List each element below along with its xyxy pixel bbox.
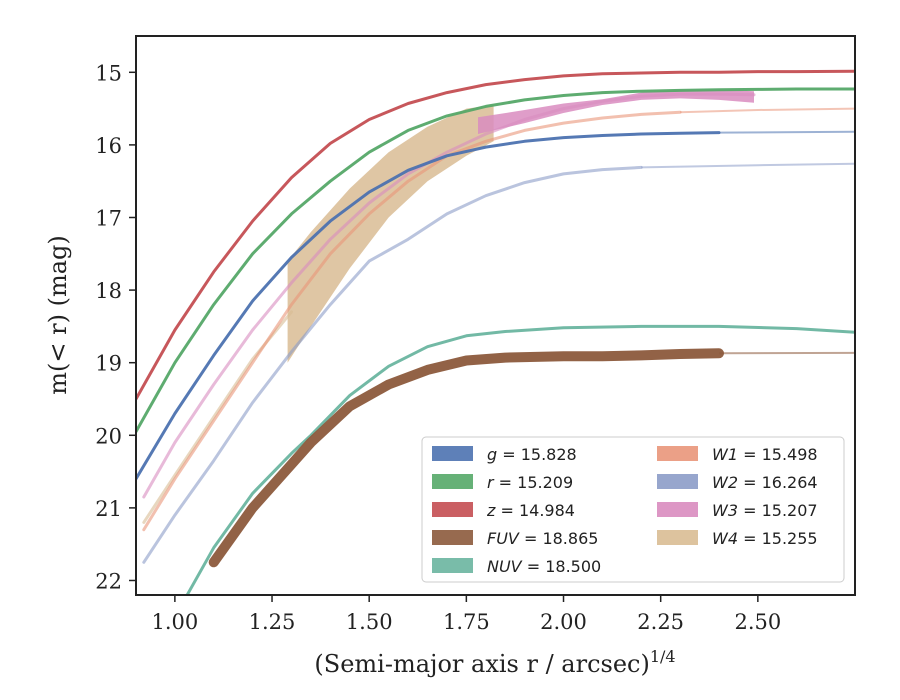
legend-name-FUV: FUV bbox=[487, 529, 520, 548]
y-tick-label: 17 bbox=[95, 206, 122, 230]
series-W4-band bbox=[287, 105, 494, 363]
legend-value-W2: 16.264 bbox=[762, 473, 818, 492]
series-W2 bbox=[142, 162, 855, 564]
x-tick-label: 2.25 bbox=[637, 610, 684, 634]
legend-equals: = bbox=[738, 445, 762, 464]
legend-swatch-g bbox=[432, 446, 473, 461]
legend-swatch-NUV bbox=[432, 558, 473, 573]
legend-swatch-W2 bbox=[657, 474, 698, 489]
legend-name-z: z bbox=[486, 501, 496, 520]
y-tick-label: 20 bbox=[95, 424, 122, 448]
legend-label-g: g = 15.828 bbox=[487, 445, 577, 464]
series-NUV bbox=[185, 324, 855, 595]
legend-value-NUV: 18.500 bbox=[545, 557, 601, 576]
legend-label-r: r = 15.209 bbox=[487, 473, 573, 492]
x-tick-label: 2.50 bbox=[734, 610, 781, 634]
x-tick-label: 1.00 bbox=[151, 610, 198, 634]
legend-value-FUV: 18.865 bbox=[542, 529, 598, 548]
y-tick-label: 21 bbox=[95, 497, 122, 521]
series-W3 bbox=[142, 89, 756, 499]
series-W2-extension bbox=[641, 162, 855, 169]
legend-equals: = bbox=[738, 529, 762, 548]
legend-value-W1: 15.498 bbox=[762, 445, 818, 464]
legend-name-W2: W2 bbox=[712, 473, 738, 492]
x-tick-label: 1.50 bbox=[346, 610, 393, 634]
series-W3-line bbox=[142, 92, 756, 499]
series-W1 bbox=[142, 107, 855, 532]
legend-label-z: z = 14.984 bbox=[486, 501, 575, 520]
legend-swatch-W1 bbox=[657, 446, 698, 461]
x-axis-title-sup: 1/4 bbox=[650, 647, 676, 666]
x-axis-title: (Semi-major axis r / arcsec)1/4 bbox=[314, 647, 675, 678]
y-tick-label: 16 bbox=[95, 134, 122, 158]
legend-equals: = bbox=[522, 557, 546, 576]
y-tick-label: 19 bbox=[95, 352, 122, 376]
legend-label-FUV: FUV = 18.865 bbox=[487, 529, 598, 548]
y-tick-label: 18 bbox=[95, 279, 122, 303]
legend-value-W3: 15.207 bbox=[762, 501, 818, 520]
x-axis: 1.00 1.25 1.50 1.75 2.00 2.25 2.50 bbox=[151, 595, 781, 634]
legend-label-W2: W2 = 16.264 bbox=[712, 473, 818, 492]
series-W1-extension bbox=[680, 107, 855, 114]
legend-value-g: 15.828 bbox=[521, 445, 577, 464]
series-FUV-line bbox=[208, 348, 724, 568]
legend-value-r: 15.209 bbox=[517, 473, 573, 492]
legend-value-W4: 15.255 bbox=[762, 529, 818, 548]
series-layer bbox=[136, 69, 855, 595]
legend-name-W3: W3 bbox=[712, 501, 738, 520]
legend-box bbox=[421, 436, 845, 583]
series-FUV bbox=[208, 348, 855, 568]
legend-label-W1: W1 = 15.498 bbox=[712, 445, 818, 464]
series-NUV-line bbox=[185, 324, 855, 595]
y-tick-label: 22 bbox=[95, 569, 122, 593]
plot-frame bbox=[135, 35, 856, 596]
legend-swatch-W3 bbox=[657, 502, 698, 517]
series-g bbox=[136, 130, 855, 481]
series-z-line bbox=[136, 69, 855, 401]
y-axis: 15 16 17 18 19 20 21 22 bbox=[95, 61, 136, 593]
legend-swatch-r bbox=[432, 474, 473, 489]
legend-equals: = bbox=[497, 445, 521, 464]
legend-swatch-W4 bbox=[657, 530, 698, 545]
series-W1-line bbox=[142, 110, 682, 532]
x-tick-label: 1.75 bbox=[443, 610, 490, 634]
legend-value-z: 14.984 bbox=[519, 501, 575, 520]
y-axis-title: m(< r) (mag) bbox=[44, 235, 72, 394]
series-r bbox=[136, 87, 855, 434]
legend-equals: = bbox=[738, 501, 762, 520]
series-g-line bbox=[136, 131, 721, 481]
series-z bbox=[136, 69, 855, 401]
legend-label-W4: W4 = 15.255 bbox=[712, 529, 818, 548]
legend-equals: = bbox=[494, 473, 518, 492]
x-tick-label: 2.00 bbox=[540, 610, 587, 634]
series-g-extension bbox=[718, 130, 855, 134]
legend-swatch-z bbox=[432, 502, 473, 517]
legend-label-NUV: NUV = 18.500 bbox=[487, 557, 601, 576]
legend-equals: = bbox=[519, 529, 543, 548]
legend-name-g: g bbox=[487, 445, 497, 464]
legend-name-W4: W4 bbox=[712, 529, 738, 548]
legend-name-r: r bbox=[487, 473, 495, 492]
series-W2-line bbox=[142, 165, 643, 564]
legend-name-W1: W1 bbox=[712, 445, 738, 464]
legend-name-NUV: NUV bbox=[487, 557, 523, 576]
legend-equals: = bbox=[495, 501, 519, 520]
plot-area bbox=[135, 35, 856, 596]
legend-equals: = bbox=[738, 473, 762, 492]
legend-swatch-FUV bbox=[432, 530, 473, 545]
legend-label-W3: W3 = 15.207 bbox=[712, 501, 818, 520]
x-axis-title-main: (Semi-major axis r / arcsec) bbox=[314, 650, 649, 678]
x-tick-label: 1.25 bbox=[249, 610, 296, 634]
y-tick-label: 15 bbox=[95, 61, 122, 85]
legend: g = 15.828 r = 15.209 z = 14.984 FUV = 18.8… bbox=[421, 436, 845, 583]
series-r-line bbox=[136, 87, 855, 434]
